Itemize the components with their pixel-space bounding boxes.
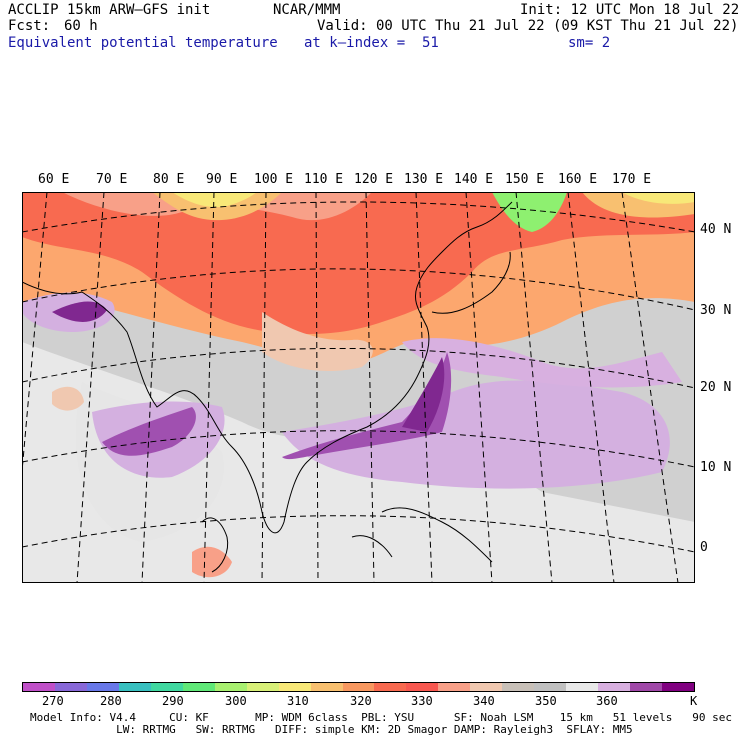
colorbar-swatch — [118, 683, 151, 691]
lat-label-0: 0 — [700, 540, 708, 555]
colorbar-swatch — [246, 683, 279, 691]
colorbar-swatch — [406, 683, 439, 691]
smoothing: sm= 2 — [568, 35, 611, 51]
colorbar-unit: K — [690, 694, 698, 708]
warm-yellow-patch — [172, 192, 257, 208]
warm-india-patch — [52, 386, 84, 411]
lon-label-90: 90 E — [206, 172, 238, 187]
model-title: ACCLIP 15km ARW–GFS init — [8, 2, 211, 18]
lon-label-110: 110 E — [304, 172, 344, 187]
purple-west-dark — [52, 301, 107, 322]
field-name: Equivalent potential temperature — [8, 35, 278, 51]
lon-label-120: 120 E — [354, 172, 394, 187]
colorbar-label-320: 320 — [350, 694, 372, 708]
map-frame — [22, 192, 695, 583]
lon-label-80: 80 E — [153, 172, 185, 187]
forecast-hours: 60 h — [64, 18, 98, 34]
lon-label-70: 70 E — [96, 172, 128, 187]
purple-band-north — [402, 338, 682, 388]
model-info-line2: LW: RRTMG SW: RRTMG DIFF: simple KM: 2D … — [30, 723, 633, 736]
colorbar-swatch — [438, 683, 471, 691]
colorbar-label-300: 300 — [225, 694, 247, 708]
colorbar-swatch — [278, 683, 311, 691]
warm-sumatra — [192, 546, 232, 578]
colorbar-swatch — [86, 683, 119, 691]
init-time: Init: 12 UTC Mon 18 Jul 22 — [520, 2, 740, 18]
graticule — [22, 192, 695, 583]
lat-label-10n: 10 N — [700, 460, 732, 475]
colorbar-swatch — [23, 683, 55, 691]
tibet-peach — [262, 312, 373, 372]
lon-label-170: 170 E — [612, 172, 652, 187]
lat-label-20n: 20 N — [700, 380, 732, 395]
colorbar-swatch — [470, 683, 503, 691]
colorbar-swatch — [342, 683, 375, 691]
colorbar-swatch — [662, 683, 695, 691]
center-label: NCAR/MMM — [273, 2, 341, 18]
colorbar-swatch — [150, 683, 183, 691]
colorbar-swatch — [310, 683, 343, 691]
valid-time: Valid: 00 UTC Thu 21 Jul 22 (09 KST Thu … — [317, 18, 739, 34]
lat-label-30n: 30 N — [700, 303, 732, 318]
lon-label-160: 160 E — [558, 172, 598, 187]
lon-label-140: 140 E — [454, 172, 494, 187]
colorbar-label-280: 280 — [100, 694, 122, 708]
colorbar-swatch — [54, 683, 87, 691]
forecast-label: Fcst: — [8, 18, 51, 34]
equivalent-potential-temperature-map — [22, 192, 695, 583]
colorbar-swatch — [566, 683, 599, 691]
level-index: at k–index = 51 — [304, 35, 439, 51]
colorbar-label-310: 310 — [287, 694, 309, 708]
coastlines — [22, 201, 513, 573]
colorbar-label-340: 340 — [473, 694, 495, 708]
colorbar-swatch — [534, 683, 567, 691]
colorbar-swatch — [182, 683, 215, 691]
colorbar-swatch — [502, 683, 535, 691]
purple-bay-of-bengal-mid — [102, 407, 196, 456]
lon-label-130: 130 E — [404, 172, 444, 187]
green-patch-okhotsk — [492, 192, 567, 232]
lon-label-150: 150 E — [505, 172, 545, 187]
purple-south-china-sea — [282, 352, 452, 460]
colorbar-label-350: 350 — [535, 694, 557, 708]
purple-pacific-light — [282, 380, 670, 489]
colorbar-swatch — [214, 683, 247, 691]
colorbar-label-270: 270 — [42, 694, 64, 708]
colorbar-label-330: 330 — [411, 694, 433, 708]
purple-philippine-dark — [402, 357, 445, 432]
colorbar-label-290: 290 — [162, 694, 184, 708]
lon-label-100: 100 E — [254, 172, 294, 187]
model-info-line1: Model Info: V4.4 CU: KF MP: WDM 6class P… — [30, 711, 732, 724]
colorbar-swatch — [598, 683, 631, 691]
colorbar-swatch — [374, 683, 407, 691]
lon-label-60: 60 E — [38, 172, 70, 187]
lat-label-40n: 40 N — [700, 222, 732, 237]
colorbar — [22, 682, 695, 692]
colorbar-swatch — [630, 683, 663, 691]
colorbar-label-360: 360 — [596, 694, 618, 708]
ne-yellow-patch — [622, 192, 695, 204]
